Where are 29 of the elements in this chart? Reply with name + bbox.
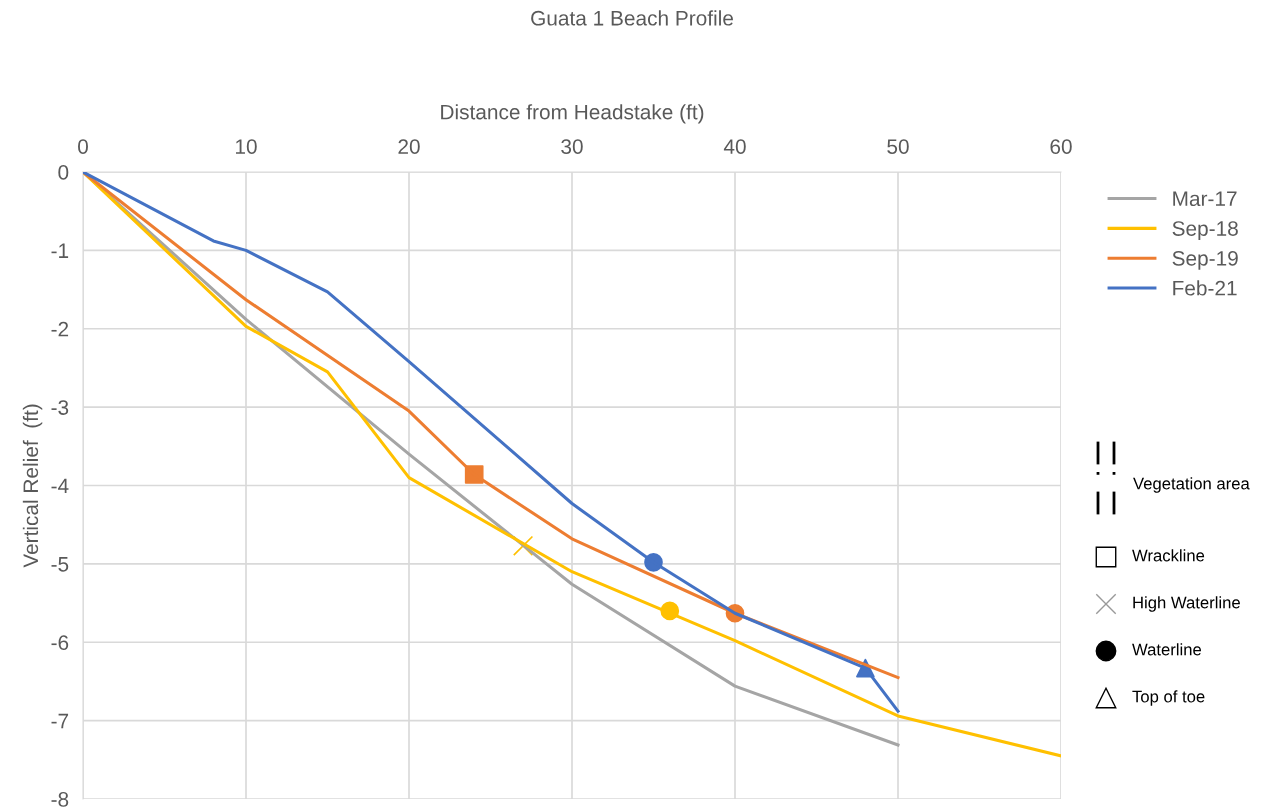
legend-label: Sep-19 <box>1172 250 1238 270</box>
x-axis-title: Distance from Headstake (ft) <box>441 104 704 124</box>
y-tick-label: -3 <box>51 400 69 415</box>
x-tick-label: 30 <box>561 139 583 154</box>
y-tick-label: -8 <box>51 792 69 807</box>
text: Top of toe <box>1132 690 1205 706</box>
x-tick-label: 40 <box>723 139 746 154</box>
text: Vegetation area <box>1133 477 1250 493</box>
legend-label: Feb-21 <box>1173 280 1237 296</box>
x-tick-label: 10 <box>236 139 257 154</box>
legend-label: Mar-17 <box>1173 191 1237 207</box>
y-tick-label: -6 <box>51 635 69 650</box>
x-tick-label: 0 <box>78 139 88 154</box>
x-tick-label: 20 <box>398 139 420 154</box>
point <box>512 535 534 557</box>
legend-label: Sep-18 <box>1172 221 1238 241</box>
y-tick-label: -4 <box>51 478 69 494</box>
text: Waterline <box>1132 643 1202 656</box>
y-tick-label: -5 <box>51 557 69 572</box>
text: High Waterline <box>1133 596 1240 612</box>
chart-title: Guata 1 Beach Profile <box>531 10 733 26</box>
y-tick-label: -7 <box>51 713 69 729</box>
y-tick-label: -1 <box>51 243 69 258</box>
text: Wrackline <box>1132 549 1205 562</box>
x-tick-label: 60 <box>1050 139 1072 154</box>
y-tick-label: 0 <box>58 165 69 180</box>
y-axis-title: Vertical Relief (ft) <box>22 404 43 568</box>
y-tick-label: -2 <box>51 321 69 337</box>
x-tick-label: 50 <box>887 139 909 154</box>
